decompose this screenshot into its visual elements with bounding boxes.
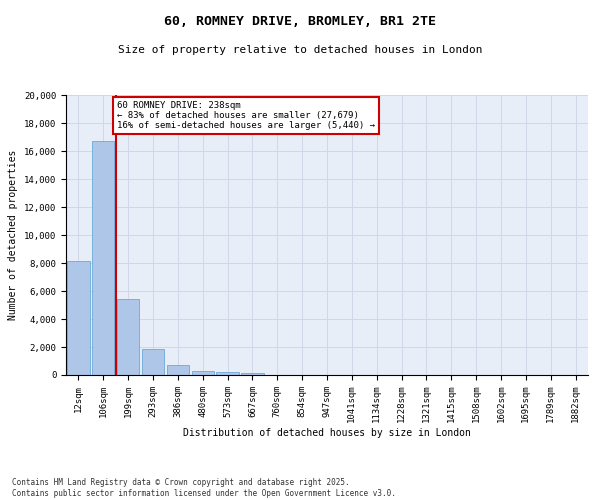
Bar bbox=[191, 370, 214, 375]
Bar bbox=[117, 300, 139, 375]
X-axis label: Distribution of detached houses by size in London: Distribution of detached houses by size … bbox=[183, 428, 471, 438]
Text: Size of property relative to detached houses in London: Size of property relative to detached ho… bbox=[118, 45, 482, 55]
Text: 60 ROMNEY DRIVE: 238sqm
← 83% of detached houses are smaller (27,679)
16% of sem: 60 ROMNEY DRIVE: 238sqm ← 83% of detache… bbox=[117, 100, 375, 130]
Bar bbox=[67, 261, 89, 375]
Bar bbox=[217, 372, 239, 375]
Text: 60, ROMNEY DRIVE, BROMLEY, BR1 2TE: 60, ROMNEY DRIVE, BROMLEY, BR1 2TE bbox=[164, 15, 436, 28]
Text: Contains HM Land Registry data © Crown copyright and database right 2025.
Contai: Contains HM Land Registry data © Crown c… bbox=[12, 478, 396, 498]
Y-axis label: Number of detached properties: Number of detached properties bbox=[8, 150, 19, 320]
Bar bbox=[167, 364, 189, 375]
Bar bbox=[142, 349, 164, 375]
Bar bbox=[92, 141, 115, 375]
Bar bbox=[241, 373, 263, 375]
